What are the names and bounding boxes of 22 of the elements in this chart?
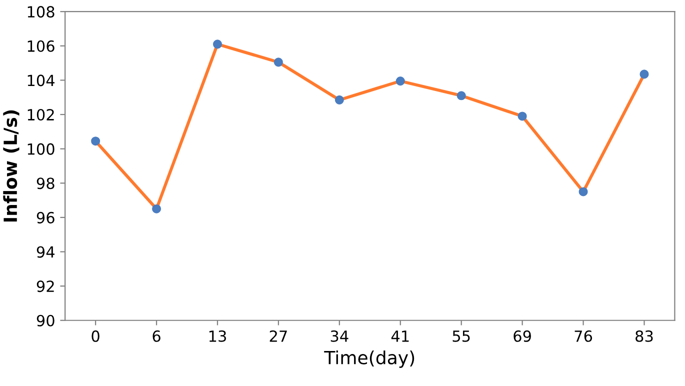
y-tick-label: 102	[28, 108, 54, 121]
x-tick-label: 55	[452, 330, 470, 342]
x-tick-label: 6	[152, 330, 160, 342]
x-tick-label: 76	[574, 330, 592, 342]
x-tick-label: 34	[330, 330, 348, 342]
y-tick-label: 92	[36, 280, 54, 292]
y-axis-title: Inflow (L/s)	[3, 110, 20, 222]
x-tick-label: 27	[270, 330, 287, 342]
x-axis-title: Time(day)	[324, 350, 414, 368]
y-tick-label: 100	[28, 143, 54, 155]
y-tick-label: 108	[28, 6, 54, 18]
x-tick-label: 0	[92, 330, 100, 342]
y-tick-label: 98	[36, 178, 54, 190]
y-tick-label: 106	[28, 40, 54, 52]
y-tick-label: 94	[36, 246, 54, 258]
x-tick-label: 13	[209, 330, 226, 342]
x-tick-label: 69	[514, 330, 531, 342]
x-tick-label: 83	[636, 330, 653, 342]
y-tick-label: 104	[28, 74, 54, 86]
x-tick-label: 41	[391, 330, 409, 342]
y-tick-label: 96	[36, 212, 54, 224]
y-tick-label: 90	[36, 314, 54, 326]
